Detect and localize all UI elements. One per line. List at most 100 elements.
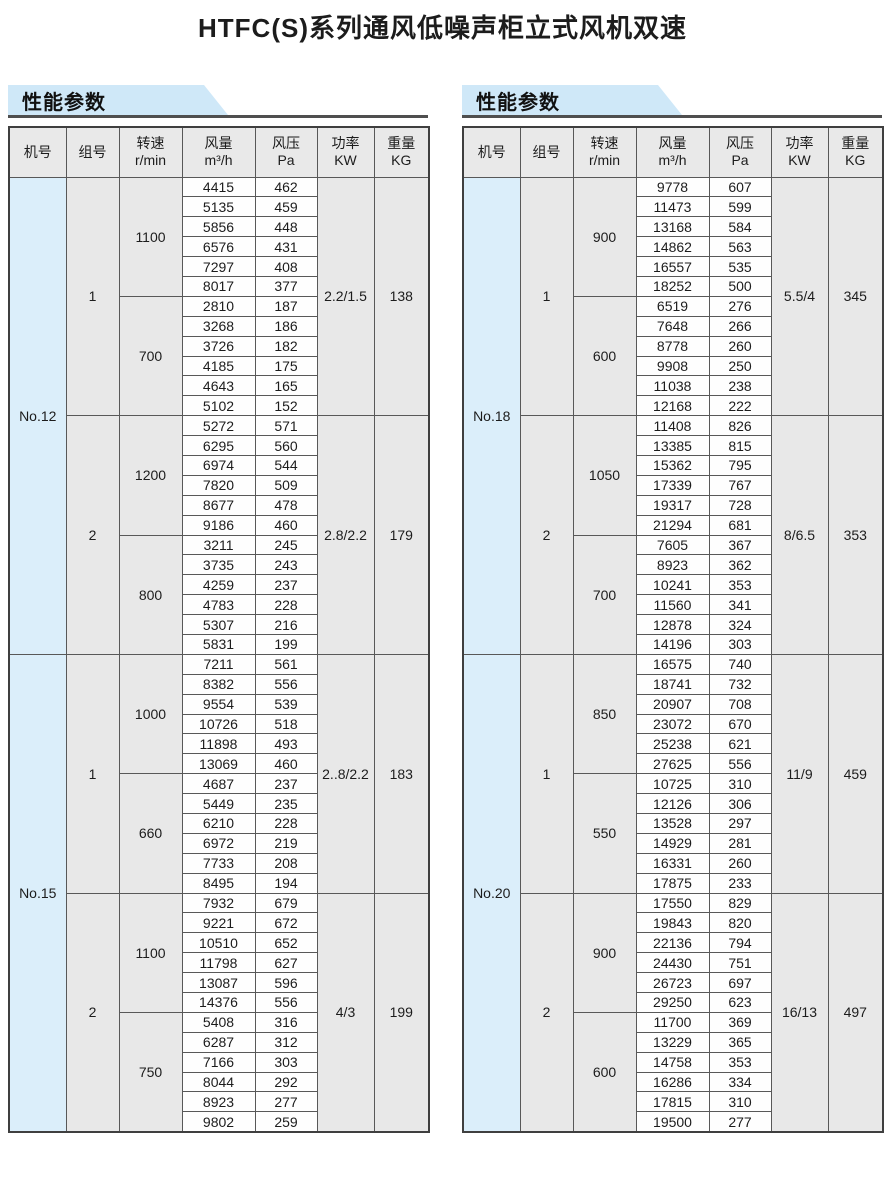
power-cell: 11/9 <box>770 653 829 894</box>
table-row: 14929 281 <box>463 832 883 854</box>
table-row: 14376 556 <box>9 992 429 1013</box>
pressure-cell: 652 <box>254 932 318 954</box>
pressure-cell: 751 <box>708 952 772 974</box>
table-row: 4783 228 <box>9 594 429 616</box>
col-header-machine-no: 机号 <box>8 126 67 178</box>
pressure-cell: 237 <box>254 773 318 795</box>
pressure-cell: 353 <box>708 1051 772 1073</box>
left-panel: 性能参数 机号 组号 转速 r/min 风量 m³/h 风压 Pa 功率 KW 重量 KG No.12 1… <box>8 85 430 1133</box>
airflow-cell: 10510 <box>181 932 256 954</box>
page-title: HTFC(S)系列通风低噪声柜立式风机双速 <box>198 13 687 43</box>
airflow-cell: 6519 <box>635 295 710 317</box>
pressure-cell: 233 <box>708 872 772 894</box>
pressure-cell: 238 <box>708 375 772 397</box>
power-cell: 16/13 <box>770 892 829 1133</box>
pressure-cell: 228 <box>254 594 318 616</box>
col-header-line1: 组号 <box>532 143 561 160</box>
airflow-cell: 14929 <box>635 832 710 854</box>
pressure-cell: 459 <box>254 196 318 218</box>
table-row: 7166 303 <box>9 1051 429 1073</box>
speed-cell: 550 <box>572 773 637 894</box>
col-header-line1: 功率 <box>331 134 360 151</box>
pressure-cell: 303 <box>708 633 772 655</box>
pressure-cell: 539 <box>254 693 318 715</box>
table-row: 18741 732 <box>463 673 883 695</box>
table-row: 8044 292 <box>9 1071 429 1093</box>
airflow-cell: 19843 <box>635 912 710 934</box>
airflow-cell: 3268 <box>181 315 256 337</box>
airflow-cell: 4415 <box>181 176 256 198</box>
pressure-cell: 292 <box>254 1071 318 1093</box>
pressure-cell: 235 <box>254 793 318 814</box>
airflow-cell: 8923 <box>635 554 710 576</box>
airflow-cell: 5135 <box>181 196 256 218</box>
weight-cell: 138 <box>373 176 430 417</box>
power-cell: 5.5/4 <box>770 176 829 417</box>
airflow-cell: 6210 <box>181 813 256 834</box>
table-row: 6972 219 <box>9 832 429 854</box>
airflow-cell: 10725 <box>635 773 710 795</box>
airflow-cell: 8495 <box>181 872 256 894</box>
pressure-cell: 560 <box>254 435 318 456</box>
table-row: 4259 237 <box>9 574 429 596</box>
pressure-cell: 584 <box>708 216 772 238</box>
machine-no-cell: No.18 <box>462 176 521 655</box>
table-row: 750 5408 316 <box>9 1011 429 1133</box>
pressure-cell: 186 <box>254 315 318 337</box>
col-header-line2: r/min <box>134 152 167 169</box>
speed-cell: 750 <box>118 1011 183 1133</box>
pressure-cell: 165 <box>254 375 318 397</box>
performance-table-right: 机号 组号 转速 r/min 风量 m³/h 风压 Pa 功率 KW 重量 KG No.18 1 900 97… <box>462 126 884 1133</box>
speed-cell: 900 <box>572 176 637 297</box>
table-row: 9186 460 <box>9 514 429 536</box>
airflow-cell: 18252 <box>635 275 710 297</box>
airflow-cell: 25238 <box>635 733 710 755</box>
pressure-cell: 563 <box>708 236 772 258</box>
airflow-cell: 11473 <box>635 196 710 218</box>
airflow-cell: 7820 <box>181 474 256 496</box>
pressure-cell: 740 <box>708 653 772 675</box>
table-row: 7820 509 <box>9 474 429 496</box>
weight-cell: 183 <box>373 653 430 894</box>
airflow-cell: 14376 <box>181 992 256 1013</box>
group-no-cell: 2 <box>519 415 574 655</box>
pressure-cell: 627 <box>254 952 318 974</box>
table-row: 26723 697 <box>463 972 883 994</box>
group-no-cell: 1 <box>65 653 120 894</box>
pressure-cell: 222 <box>708 395 772 417</box>
airflow-cell: 6287 <box>181 1031 256 1053</box>
col-header-line2: m³/h <box>204 152 233 169</box>
col-header-group-no: 组号 <box>519 126 574 178</box>
col-header-line1: 功率 <box>785 134 814 151</box>
airflow-cell: 2810 <box>181 295 256 317</box>
pressure-cell: 199 <box>254 633 318 655</box>
pressure-cell: 623 <box>708 992 772 1013</box>
weight-cell: 179 <box>373 415 430 655</box>
pressure-cell: 341 <box>708 594 772 616</box>
pressure-cell: 679 <box>254 892 318 914</box>
airflow-cell: 19500 <box>635 1111 710 1133</box>
table-row: 15362 795 <box>463 454 883 476</box>
group-no-cell: 1 <box>519 653 574 894</box>
table-row: 13528 297 <box>463 813 883 834</box>
weight-cell: 497 <box>827 892 884 1133</box>
airflow-cell: 7211 <box>181 653 256 675</box>
airflow-cell: 7605 <box>635 534 710 556</box>
table-row: 10510 652 <box>9 932 429 954</box>
machine-no-cell: No.20 <box>462 653 521 1133</box>
airflow-cell: 22136 <box>635 932 710 954</box>
airflow-cell: 17815 <box>635 1091 710 1113</box>
airflow-cell: 16557 <box>635 256 710 277</box>
pressure-cell: 697 <box>708 972 772 994</box>
col-header-line1: 机号 <box>477 143 506 160</box>
speed-cell: 1100 <box>118 892 183 1013</box>
pressure-cell: 728 <box>708 494 772 516</box>
speed-cell: 600 <box>572 1011 637 1133</box>
airflow-cell: 11798 <box>181 952 256 974</box>
airflow-cell: 16331 <box>635 852 710 874</box>
pressure-cell: 365 <box>708 1031 772 1053</box>
airflow-cell: 13229 <box>635 1031 710 1053</box>
table-row: 13229 365 <box>463 1031 883 1053</box>
speed-cell: 900 <box>572 892 637 1013</box>
speed-cell: 700 <box>118 295 183 417</box>
